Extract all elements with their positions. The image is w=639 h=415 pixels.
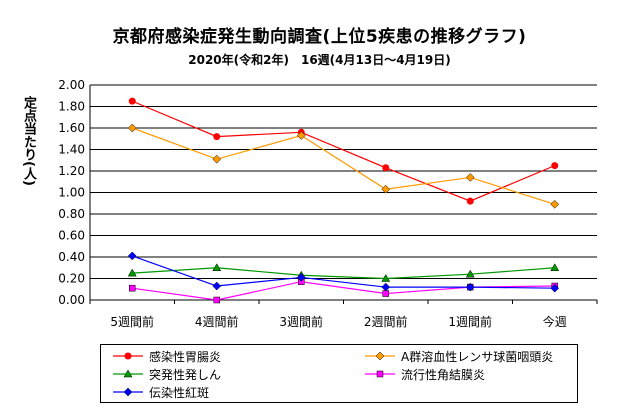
series-4 bbox=[127, 251, 560, 293]
data-point bbox=[212, 263, 222, 271]
x-tick-label: 3週間前 bbox=[279, 314, 323, 329]
y-tick-label: 0.40 bbox=[58, 250, 85, 264]
data-point bbox=[381, 184, 391, 194]
series-line bbox=[132, 255, 555, 289]
legend-label: 流行性角結膜炎 bbox=[401, 368, 486, 382]
y-tick-label: 2.00 bbox=[58, 78, 85, 92]
series-line bbox=[132, 100, 555, 202]
legend-label: A群溶血性レンサ球菌咽頭炎 bbox=[401, 350, 554, 364]
legend-marker bbox=[123, 387, 133, 397]
legend-swatch bbox=[113, 352, 143, 360]
data-point bbox=[550, 199, 560, 209]
legend-label: 感染性胃腸炎 bbox=[149, 350, 222, 364]
data-point bbox=[127, 123, 137, 133]
data-point bbox=[551, 162, 559, 170]
legend-label: 突発性発しん bbox=[149, 368, 222, 382]
y-tick-label: 0.60 bbox=[58, 229, 85, 243]
series-line bbox=[132, 127, 555, 205]
data-point bbox=[127, 268, 137, 277]
legend-marker bbox=[124, 352, 132, 360]
x-tick-label: 4週間前 bbox=[195, 314, 239, 329]
y-tick-label: 1.40 bbox=[58, 143, 85, 157]
legend-marker bbox=[123, 369, 133, 378]
series-0 bbox=[128, 97, 559, 205]
y-tick-label: 0.20 bbox=[58, 272, 85, 286]
data-point bbox=[129, 284, 136, 292]
x-tick-label: 5週間前 bbox=[110, 314, 154, 329]
series-line bbox=[132, 281, 555, 301]
chart-subtitle: 2020年(令和2年) 16週(4月13日～4月19日) bbox=[188, 53, 451, 67]
legend-swatch bbox=[365, 370, 395, 378]
y-tick-label: 1.20 bbox=[58, 164, 85, 178]
data-point bbox=[213, 296, 220, 304]
series-1 bbox=[127, 123, 560, 209]
legend-marker bbox=[376, 370, 384, 378]
data-point bbox=[128, 97, 136, 105]
x-tick-label: 1週間前 bbox=[448, 314, 492, 329]
legend-swatch bbox=[113, 387, 143, 397]
data-point bbox=[213, 133, 221, 141]
legend-swatch bbox=[365, 351, 395, 361]
data-point bbox=[465, 282, 475, 292]
data-point bbox=[212, 281, 222, 291]
data-point bbox=[296, 273, 306, 282]
data-point bbox=[127, 251, 137, 261]
data-point bbox=[382, 164, 390, 172]
data-point bbox=[212, 154, 222, 164]
data-point bbox=[465, 173, 475, 182]
y-tick-label: 0.80 bbox=[58, 207, 85, 221]
data-point bbox=[381, 273, 391, 282]
chart-title: 京都府感染症発生動向調査(上位5疾患の推移グラフ) bbox=[112, 27, 527, 47]
x-tick-label: 2週間前 bbox=[364, 314, 408, 329]
x-tick-label: 今週 bbox=[543, 314, 567, 329]
legend-swatch bbox=[113, 369, 143, 378]
data-point bbox=[550, 283, 560, 293]
y-axis-label: 定点当たり(人) bbox=[21, 96, 36, 186]
legend-label: 伝染性紅斑 bbox=[149, 386, 210, 400]
y-tick-label: 1.00 bbox=[58, 186, 85, 200]
y-tick-label: 0.00 bbox=[58, 293, 85, 307]
data-point bbox=[466, 197, 474, 205]
data-point bbox=[465, 269, 475, 278]
data-point bbox=[296, 131, 306, 140]
series-line bbox=[132, 267, 555, 280]
legend-marker bbox=[375, 351, 385, 361]
data-point bbox=[381, 282, 391, 292]
y-tick-label: 1.60 bbox=[58, 121, 85, 135]
data-point bbox=[550, 263, 560, 271]
y-tick-label: 1.80 bbox=[58, 100, 85, 114]
legend: 感染性胃腸炎 A群溶血性レンサ球菌咽頭炎突発性発しん 流行性角結膜炎伝染性紅斑 bbox=[100, 344, 578, 403]
